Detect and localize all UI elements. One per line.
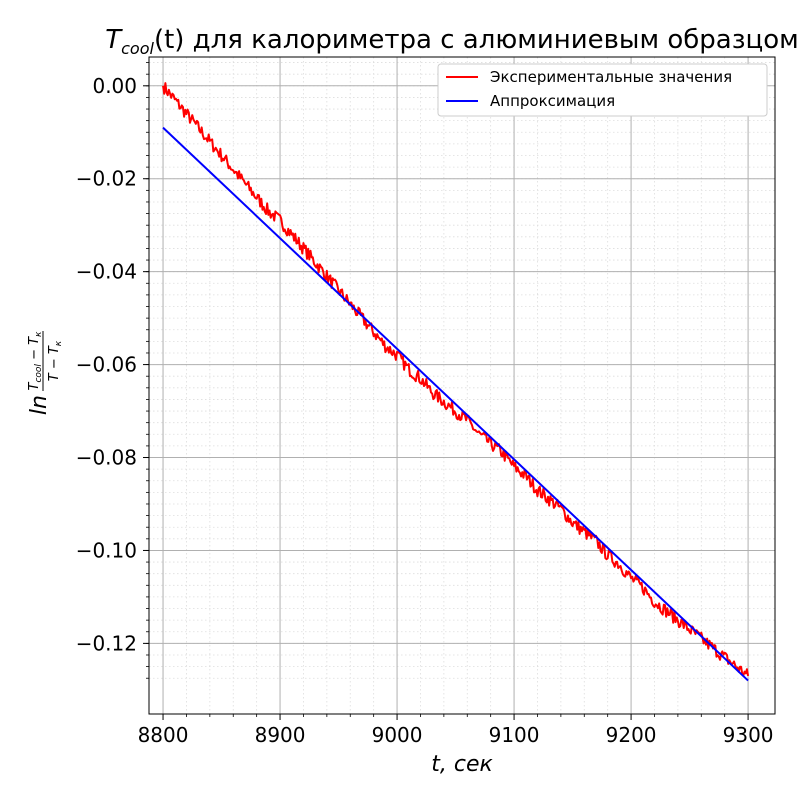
plot-area: [149, 57, 775, 714]
series-line-approximation: [162, 126, 749, 682]
x-tick-label: 9300: [723, 723, 774, 747]
y-tick-label: −0.10: [76, 538, 137, 562]
y-tick-label: −0.08: [76, 446, 137, 470]
y-axis-label: ln Tcool − Tк T − Tк: [27, 331, 64, 415]
x-tick-label: 8800: [138, 723, 189, 747]
legend: Экспериментальные значения Аппроксимация: [437, 63, 768, 117]
x-tick-label: 9000: [372, 723, 423, 747]
y-tick-label: −0.12: [76, 631, 137, 655]
y-tick-label: 0.00: [92, 74, 137, 98]
x-tick-label: 8900: [255, 723, 306, 747]
y-label-prefix: ln: [27, 395, 52, 415]
x-tick-labels: 8800 8900 9000 9100 9200 9300: [138, 723, 774, 747]
axes-frame: [148, 56, 776, 715]
series-line-experimental: [162, 82, 750, 677]
series-layer: [162, 82, 750, 682]
y-label-numerator: Tcool − Tк: [27, 331, 44, 391]
legend-box: [437, 63, 768, 117]
major-grid: [149, 57, 775, 714]
y-tick-label: −0.06: [76, 353, 137, 377]
chart-title: Tcool(t) для калориметра с алюминиевым о…: [105, 25, 799, 58]
legend-label-approximation: Аппроксимация: [490, 92, 615, 110]
y-tick-label: −0.02: [76, 167, 137, 191]
legend-label-experimental: Экспериментальные значения: [490, 68, 732, 86]
x-tick-label: 9100: [489, 723, 540, 747]
x-tick-label: 9200: [606, 723, 657, 747]
ticks: [143, 62, 749, 720]
y-tick-label: −0.04: [76, 260, 137, 284]
y-label-denominator: T − Tк: [47, 340, 64, 381]
y-tick-labels: 0.00 −0.02 −0.04 −0.06 −0.08 −0.10 −0.12: [76, 74, 137, 656]
x-axis-label: t, сек: [431, 752, 493, 777]
